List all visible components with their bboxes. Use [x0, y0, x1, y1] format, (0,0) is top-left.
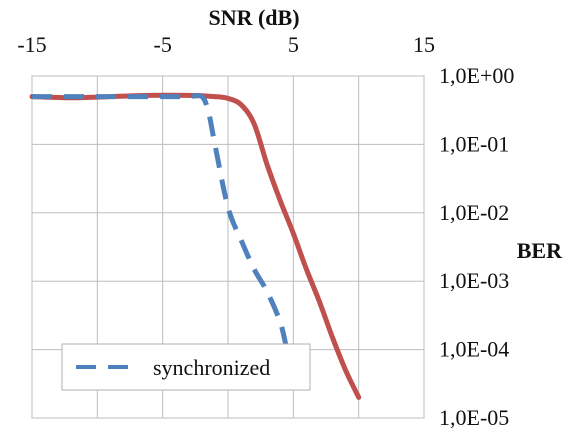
- x-tick-label: 15: [413, 32, 435, 57]
- y-tick-label: 1,0E-02: [439, 200, 509, 225]
- y-tick-label: 1,0E-04: [439, 337, 509, 362]
- y-axis-title: BER: [517, 238, 563, 263]
- x-tick-label: 5: [288, 32, 299, 57]
- x-axis-title: SNR (dB): [208, 5, 299, 30]
- legend: synchronized: [61, 343, 311, 391]
- y-tick-label: 1,0E-01: [439, 131, 509, 156]
- legend-label-synchronized: synchronized: [153, 355, 270, 380]
- y-tick-label: 1,0E+00: [439, 63, 514, 88]
- legend-box: [61, 343, 311, 391]
- y-axis-tick-labels: 1,0E+00 1,0E-01 1,0E-02 1,0E-03 1,0E-04 1,0E-…: [439, 63, 514, 430]
- y-tick-label: 1,0E-05: [439, 405, 509, 430]
- x-axis-tick-labels: -15 -5 5 15: [17, 32, 435, 57]
- series-layer: [29, 92, 362, 400]
- y-tick-label: 1,0E-03: [439, 268, 509, 293]
- x-tick-label: -15: [17, 32, 46, 57]
- x-tick-label: -5: [154, 32, 172, 57]
